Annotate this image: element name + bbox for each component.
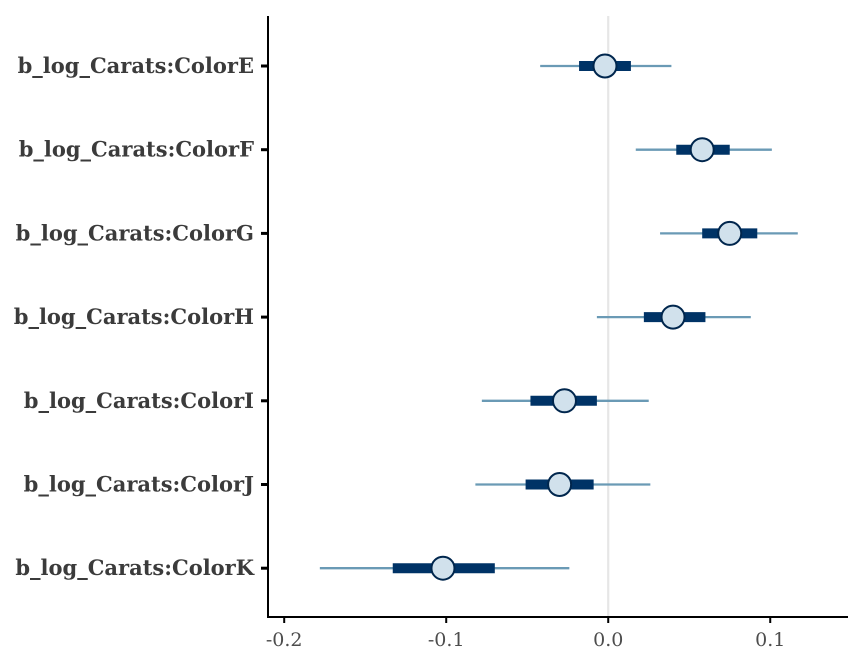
- point-estimate: [689, 137, 715, 163]
- x-tick-label: -0.2: [266, 629, 303, 651]
- y-tick-label: b_log_Carats:ColorF: [19, 137, 254, 162]
- y-tick-label: b_log_Carats:ColorH: [14, 304, 254, 329]
- point-estimate: [660, 304, 686, 330]
- y-tick-label: b_log_Carats:ColorG: [16, 220, 254, 245]
- point-estimate: [430, 555, 456, 581]
- x-tick-label: 0.1: [755, 629, 785, 651]
- point-estimate: [592, 53, 618, 79]
- y-tick-label: b_log_Carats:ColorI: [24, 388, 254, 413]
- y-tick-label: b_log_Carats:ColorK: [15, 555, 254, 580]
- x-tick-label: 0.0: [593, 629, 623, 651]
- point-estimate: [547, 472, 573, 497]
- y-tick-label: b_log_Carats:ColorE: [18, 53, 254, 78]
- x-tick-label: -0.1: [428, 629, 465, 651]
- y-tick-label: b_log_Carats:ColorJ: [24, 472, 254, 497]
- point-estimate: [717, 220, 743, 246]
- point-estimate: [551, 388, 577, 414]
